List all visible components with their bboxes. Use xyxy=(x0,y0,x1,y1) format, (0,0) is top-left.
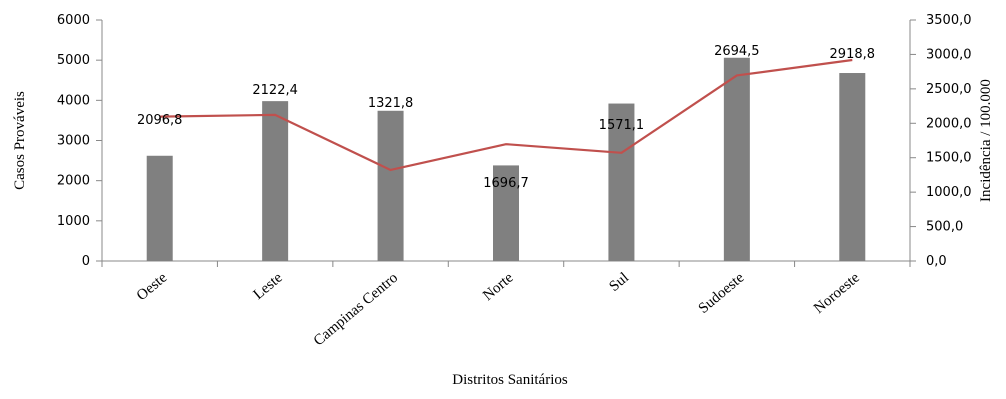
left-tick-label: 1000 xyxy=(57,214,90,229)
right-tick-label: 500,0 xyxy=(926,220,963,235)
data-labels: 2096,8 2122,4 1321,8 1696,7 1571,1 2694,5 2918… xyxy=(137,44,875,191)
right-tick-label: 2500,0 xyxy=(926,82,972,97)
left-tick-label: 2000 xyxy=(57,174,90,189)
y-axis-title-right: Incidência / 100.000 xyxy=(978,79,994,202)
bar xyxy=(723,57,750,261)
right-axis-ticks: 0,0 500,0 1000,0 1500,0 2000,0 2500,0 3000,0 35… xyxy=(910,13,972,269)
right-tick-label: 3500,0 xyxy=(926,13,972,28)
bar xyxy=(262,101,289,262)
data-label: 2694,5 xyxy=(714,44,760,59)
right-tick-label: 1000,0 xyxy=(926,185,972,200)
category-label: Noroeste xyxy=(811,270,863,317)
category-label: Norte xyxy=(480,270,517,304)
incidence-line xyxy=(159,58,853,172)
data-label: 2096,8 xyxy=(137,113,183,128)
category-label: Oeste xyxy=(134,270,171,304)
bar xyxy=(146,155,173,261)
right-tick-label: 0,0 xyxy=(926,254,947,269)
category-label: Sudoeste xyxy=(696,270,748,317)
data-label: 1321,8 xyxy=(368,96,414,111)
bar xyxy=(839,73,866,262)
right-tick-label: 2000,0 xyxy=(926,116,972,131)
data-label: 1571,1 xyxy=(599,118,645,133)
y-axis-title-left: Casos Prováveis xyxy=(12,91,28,190)
left-tick-label: 0 xyxy=(82,254,90,269)
right-tick-label: 1500,0 xyxy=(926,151,972,166)
category-label: Sul xyxy=(606,270,632,295)
bar-series xyxy=(146,57,866,262)
bar xyxy=(493,165,519,261)
x-axis-title: Distritos Sanitários xyxy=(452,372,568,388)
left-tick-label: 5000 xyxy=(57,53,90,68)
category-label: Campinas Centro xyxy=(311,270,401,349)
left-tick-label: 6000 xyxy=(57,13,90,28)
data-label: 2918,8 xyxy=(830,47,876,62)
left-tick-label: 3000 xyxy=(57,134,90,149)
left-axis-ticks: 0 1000 2000 3000 4000 5000 6000 xyxy=(57,13,102,269)
data-label: 2122,4 xyxy=(252,83,298,98)
left-tick-label: 4000 xyxy=(57,93,90,108)
category-labels: Oeste Leste Campinas Centro Norte Sul Sudoest… xyxy=(101,261,911,349)
right-tick-label: 3000,0 xyxy=(926,47,972,62)
data-label: 1696,7 xyxy=(483,176,529,191)
bar xyxy=(377,110,404,261)
category-label: Leste xyxy=(251,270,286,303)
bar xyxy=(608,103,635,262)
